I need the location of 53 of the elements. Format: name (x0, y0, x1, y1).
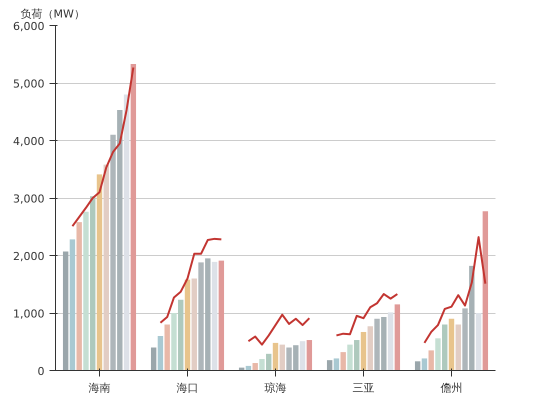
bar (442, 324, 448, 370)
x-tick-label: 儋州 (440, 382, 462, 394)
bar (266, 354, 272, 370)
bar (104, 164, 109, 370)
bar (414, 361, 420, 370)
bar (428, 350, 434, 370)
bar (130, 64, 136, 370)
bar (360, 332, 366, 370)
bar (456, 324, 461, 370)
x-tick-label: 海口 (176, 382, 198, 394)
y-tick-label: 6,000 (13, 20, 45, 33)
bar (326, 360, 332, 370)
x-tick-label: 海南 (88, 382, 110, 394)
bar (212, 262, 218, 370)
bar (184, 280, 190, 370)
bar (368, 326, 373, 370)
bar (306, 340, 312, 370)
y-tick-label: 4,000 (13, 135, 45, 148)
bar (218, 260, 224, 370)
bar (448, 318, 454, 370)
bar (476, 313, 482, 370)
bar (388, 312, 394, 370)
bar (394, 304, 400, 370)
y-axis-title: 负荷（MW） (20, 8, 85, 20)
x-tick-label: 琼海 (264, 382, 286, 394)
bar (347, 344, 353, 370)
bar (280, 344, 285, 370)
y-tick-label: 2,000 (13, 250, 45, 263)
bar (171, 313, 177, 370)
bar (252, 363, 258, 370)
bar (192, 278, 197, 370)
y-tick-label: 3,000 (13, 192, 45, 206)
bar (178, 300, 184, 370)
bar (422, 358, 428, 370)
y-tick-label: 0 (38, 365, 44, 378)
bar (340, 352, 346, 370)
bar (150, 348, 156, 370)
bar (124, 94, 130, 370)
bar (70, 239, 76, 370)
bar (334, 358, 340, 370)
bar (158, 336, 164, 370)
x-tick-label: 三亚 (352, 382, 374, 394)
bar (435, 338, 441, 370)
y-tick-label: 1,000 (13, 308, 45, 320)
bar (76, 222, 82, 370)
y-tick-label: 5,000 (13, 78, 45, 90)
bar (164, 324, 170, 370)
bar (354, 340, 360, 370)
bar (83, 212, 89, 370)
bar (482, 211, 488, 370)
bar (62, 251, 68, 370)
bar (90, 196, 96, 370)
bar (300, 341, 306, 370)
